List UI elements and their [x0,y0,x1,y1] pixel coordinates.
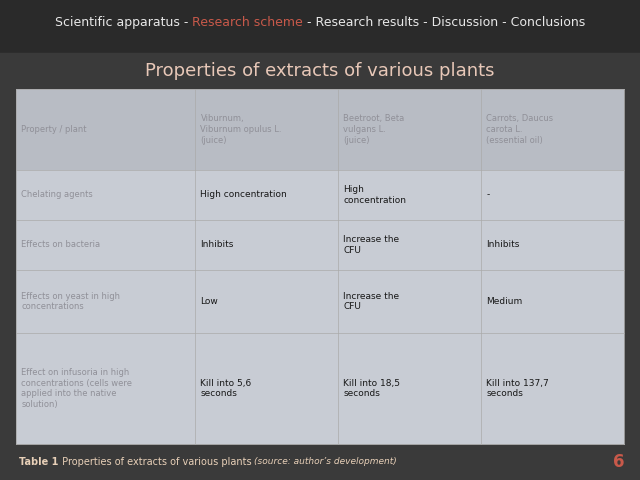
Text: Inhibits: Inhibits [486,240,520,250]
Text: Research scheme: Research scheme [192,15,303,29]
Text: Effects on bacteria: Effects on bacteria [21,240,100,250]
Text: Scientific apparatus -: Scientific apparatus - [55,15,192,29]
Text: (source: author’s development): (source: author’s development) [254,457,397,466]
Text: Increase the
CFU: Increase the CFU [344,291,399,312]
Bar [16,89,624,444]
Text: Table 1: Table 1 [19,457,59,467]
Text: Kill into 137,7
seconds: Kill into 137,7 seconds [486,379,549,398]
Text: Kill into 18,5
seconds: Kill into 18,5 seconds [344,379,401,398]
Text: Medium: Medium [486,297,522,306]
Text: High concentration: High concentration [200,191,287,199]
FancyBboxPatch shape [0,0,640,53]
Text: Inhibits: Inhibits [200,240,234,250]
Text: Effects on yeast in high
concentrations: Effects on yeast in high concentrations [21,291,120,312]
Text: Chelating agents: Chelating agents [21,191,93,199]
Text: Beetroot, Beta
vulgans L.
(juice): Beetroot, Beta vulgans L. (juice) [344,114,404,145]
Text: 6: 6 [612,453,624,471]
Text: High
concentration: High concentration [344,185,406,204]
Text: Properties of extracts of various plants: Properties of extracts of various plants [59,457,254,467]
Text: Kill into 5,6
seconds: Kill into 5,6 seconds [200,379,252,398]
Text: Properties of extracts of various plants: Properties of extracts of various plants [145,62,495,80]
Text: Effect on infusoria in high
concentrations (cells were
applied into the native
s: Effect on infusoria in high concentratio… [21,368,132,409]
Bar [16,89,624,170]
Text: Carrots, Daucus
carota L.
(essential oil): Carrots, Daucus carota L. (essential oil… [486,114,554,145]
Text: Property / plant: Property / plant [21,125,86,134]
Text: Increase the
CFU: Increase the CFU [344,235,399,255]
FancyBboxPatch shape [0,38,640,480]
Text: Low: Low [200,297,218,306]
Text: -: - [486,191,490,199]
Text: Viburnum,
Viburnum opulus L.
(juice): Viburnum, Viburnum opulus L. (juice) [200,114,282,145]
Text: - Research results - Discussion - Conclusions: - Research results - Discussion - Conclu… [303,15,585,29]
